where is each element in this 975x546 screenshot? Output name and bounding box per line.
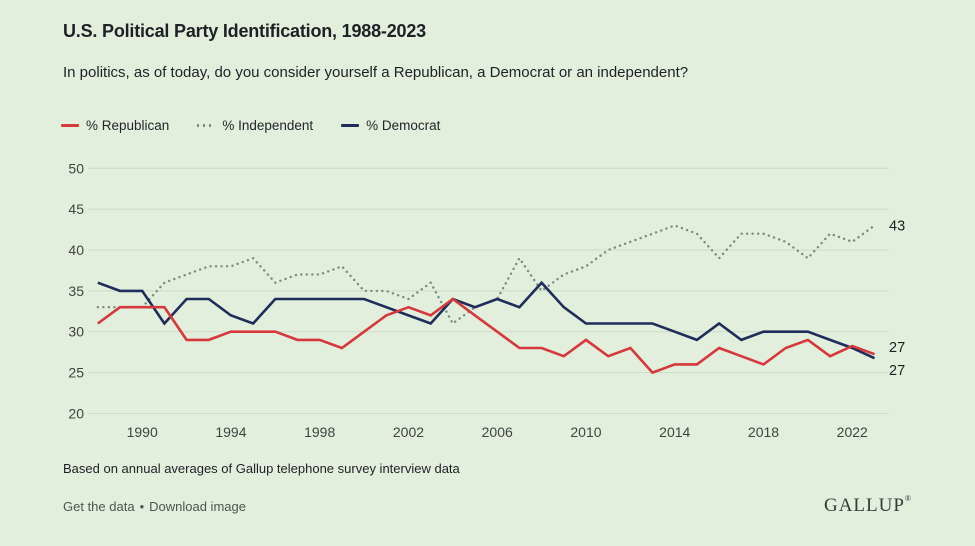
end-label-independent: 43 <box>889 218 905 234</box>
source-note: Based on annual averages of Gallup telep… <box>63 461 460 476</box>
y-tick-label: 30 <box>68 324 84 340</box>
chart-legend: % Republican % Independent % Democrat <box>61 118 440 133</box>
chart-subtitle: In politics, as of today, do you conside… <box>63 64 689 81</box>
end-label-republican: 27 <box>889 340 905 356</box>
legend-label: % Republican <box>86 118 170 133</box>
x-tick-label: 2006 <box>482 424 513 440</box>
y-tick-label: 35 <box>68 283 84 299</box>
get-the-data-link[interactable]: Get the data <box>63 499 135 514</box>
y-tick-label: 20 <box>68 405 84 421</box>
series-line-republican <box>97 297 875 375</box>
gallup-wordmark: GALLUP <box>823 495 905 516</box>
registered-mark: ® <box>904 494 912 503</box>
x-tick-label: 2002 <box>393 424 424 440</box>
gallup-logo: GALLUP® <box>824 495 912 517</box>
legend-item-independent: % Independent <box>197 118 313 133</box>
dotted-line-swatch-icon <box>197 124 216 127</box>
bullet-separator: • <box>139 499 145 514</box>
x-axis-labels: 1990 1994 1998 2002 2006 2010 2014 2018 2022 <box>127 424 868 440</box>
y-axis-labels: 50 45 40 35 30 25 20 <box>68 160 84 421</box>
end-label-democrat: 27 <box>889 363 905 379</box>
gridlines <box>88 167 889 414</box>
x-tick-label: 1994 <box>215 424 246 440</box>
line-swatch-icon <box>61 124 79 127</box>
y-tick-label: 25 <box>68 365 84 381</box>
x-tick-label: 2022 <box>837 424 868 440</box>
x-tick-label: 1998 <box>304 424 335 440</box>
y-tick-label: 45 <box>68 201 84 217</box>
legend-label: % Democrat <box>366 118 441 133</box>
y-tick-label: 50 <box>68 160 84 176</box>
x-tick-label: 1990 <box>127 424 158 440</box>
y-tick-label: 40 <box>68 242 84 258</box>
footer-links: Get the data • Download image <box>63 499 246 514</box>
legend-item-democrat: % Democrat <box>341 118 440 133</box>
x-tick-label: 2018 <box>748 424 779 440</box>
x-tick-label: 2014 <box>659 424 690 440</box>
line-swatch-icon <box>341 124 360 127</box>
x-tick-label: 2010 <box>570 424 601 440</box>
legend-item-republican: % Republican <box>61 118 169 133</box>
page-title: U.S. Political Party Identification, 198… <box>63 21 426 41</box>
legend-label: % Independent <box>222 118 314 133</box>
series-line-independent <box>96 224 876 325</box>
series-line-democrat <box>97 280 876 360</box>
download-image-link[interactable]: Download image <box>149 499 246 514</box>
